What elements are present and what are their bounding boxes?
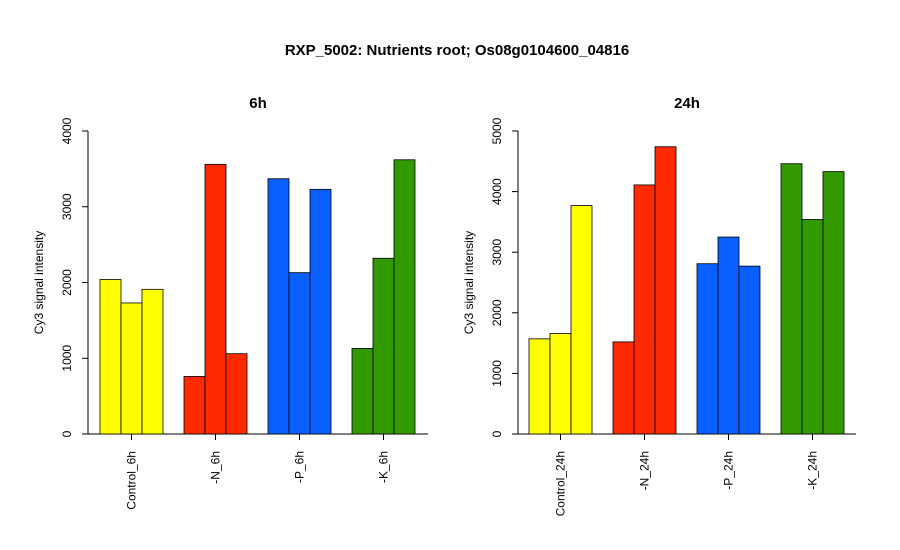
bar	[633, 184, 656, 435]
bar	[696, 263, 719, 435]
x-tick-label: -P_6h	[293, 451, 307, 483]
bar	[738, 265, 761, 435]
x-tick-label: Control_24h	[554, 451, 568, 516]
y-axis-label: Cy3 signal intensity	[32, 231, 46, 334]
y-tick-label: 3000	[60, 193, 74, 220]
bar	[288, 272, 311, 435]
bar	[99, 279, 122, 435]
bar	[549, 333, 572, 435]
panel-24h: 24h 0 1000 2000 3000 4000 5000 Cy3 signal inten…	[462, 95, 856, 516]
x-tick-label: -N_6h	[209, 451, 223, 484]
y-tick-label: 4000	[60, 117, 74, 144]
bar	[570, 205, 593, 435]
x-tick-label: Control_6h	[125, 451, 139, 510]
bar	[351, 348, 374, 435]
panel-title: 24h	[674, 95, 700, 112]
bar	[372, 257, 395, 435]
bar	[801, 219, 824, 435]
bar	[183, 376, 206, 435]
bar	[822, 171, 845, 435]
y-tick-label: 4000	[490, 178, 504, 205]
y-tick-label: 2000	[60, 269, 74, 296]
bar	[225, 353, 248, 435]
x-tick-label: -K_24h	[806, 451, 820, 490]
panel-6h: 6h 0 1000 2000 3000 4000 Cy3 signal intensity C…	[32, 95, 428, 510]
bar	[654, 146, 677, 435]
bar	[204, 163, 227, 435]
panel-title: 6h	[249, 95, 267, 112]
y-tick-label: 2000	[490, 299, 504, 326]
bar	[393, 159, 416, 435]
y-tick-label: 0	[60, 430, 74, 437]
y-axis-label: Cy3 signal intensity	[462, 231, 476, 334]
bar	[141, 288, 164, 435]
bar	[612, 341, 635, 435]
y-tick-label: 1000	[490, 360, 504, 387]
bar	[717, 236, 740, 435]
bar	[309, 188, 332, 435]
y-tick-label: 3000	[490, 239, 504, 266]
x-tick-label: -K_6h	[377, 451, 391, 483]
bar	[120, 302, 143, 435]
y-tick-label: 5000	[490, 117, 504, 144]
x-tick-label: -N_24h	[638, 451, 652, 490]
chart-title: RXP_5002: Nutrients root; Os08g0104600_0…	[285, 42, 629, 59]
y-tick-label: 0	[490, 430, 504, 437]
bar	[267, 178, 290, 435]
bar	[528, 338, 551, 435]
bar	[780, 163, 803, 435]
x-tick-label: -P_24h	[722, 451, 736, 490]
y-tick-label: 1000	[60, 345, 74, 372]
